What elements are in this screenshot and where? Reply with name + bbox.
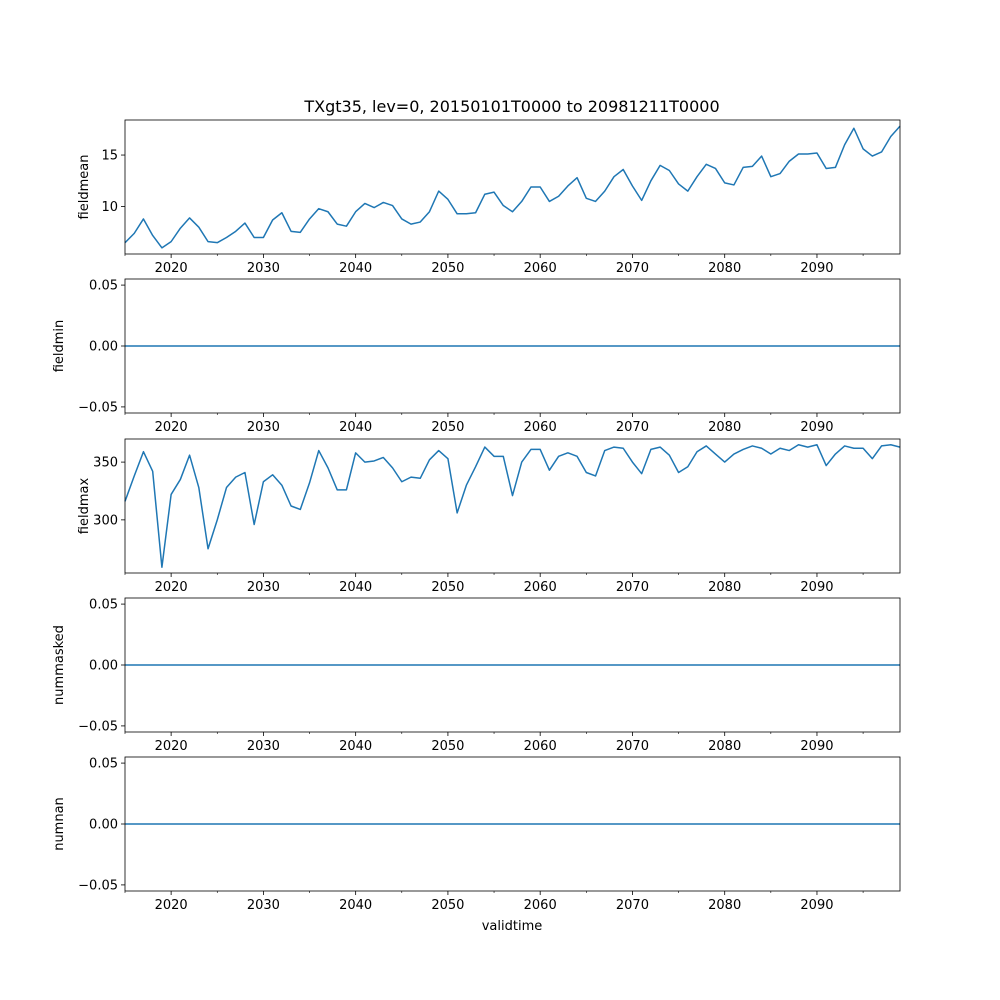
y-tick-label: 10 xyxy=(101,200,118,215)
x-tick-label: 2080 xyxy=(708,739,741,754)
x-tick-label: 2020 xyxy=(155,420,188,435)
y-axis-label-fieldmean: fieldmean xyxy=(77,155,92,220)
axes-frame xyxy=(124,119,901,255)
x-tick-label: 2030 xyxy=(247,580,280,595)
x-tick-label: 2050 xyxy=(431,898,464,913)
x-tick-label: 2080 xyxy=(708,261,741,276)
panel-nummasked: 2020 2030 2040 2050 2060 2070 2080 2090 −0.05 0.0… xyxy=(52,598,901,754)
x-tick-label: 2090 xyxy=(800,739,833,754)
x-tick-label: 2060 xyxy=(524,261,557,276)
panel-fieldmin: 2020 2030 2040 2050 2060 2070 2080 2090 −0.05 0.0… xyxy=(52,279,901,435)
x-tick-label: 2060 xyxy=(524,739,557,754)
y-tick-label: 0.05 xyxy=(89,598,118,613)
y-tick-label: −0.05 xyxy=(78,878,118,893)
x-tick-label: 2060 xyxy=(524,420,557,435)
x-tick-label: 2070 xyxy=(616,580,649,595)
x-tick-label: 2090 xyxy=(800,420,833,435)
x-tick-label: 2040 xyxy=(339,261,372,276)
y-axis-label-nummasked: nummasked xyxy=(52,625,67,705)
x-tick-label: 2050 xyxy=(431,580,464,595)
y-axis-label-fieldmax: fieldmax xyxy=(77,478,92,535)
series-line-fieldmean xyxy=(124,125,901,249)
x-tick-label: 2070 xyxy=(616,420,649,435)
series-line-fieldmax xyxy=(124,444,901,568)
y-tick-label: −0.05 xyxy=(78,719,118,734)
x-tick-label: 2020 xyxy=(155,898,188,913)
x-tick-label: 2070 xyxy=(616,261,649,276)
y-tick-label: 350 xyxy=(93,456,118,471)
axes-frame xyxy=(124,438,901,574)
x-tick-label: 2020 xyxy=(155,739,188,754)
y-tick-label: 0.05 xyxy=(89,279,118,294)
x-tick-label: 2030 xyxy=(247,739,280,754)
x-tick-label: 2040 xyxy=(339,580,372,595)
x-tick-label: 2090 xyxy=(800,580,833,595)
x-tick-label: 2060 xyxy=(524,898,557,913)
x-tick-label: 2030 xyxy=(247,420,280,435)
y-tick-label: 0.00 xyxy=(89,340,118,355)
x-tick-label: 2050 xyxy=(431,420,464,435)
panel-fieldmax: 2020 2030 2040 2050 2060 2070 2080 2090 300 350fi… xyxy=(77,438,901,595)
y-axis-label-numnan: numnan xyxy=(52,797,67,851)
x-tick-label: 2090 xyxy=(800,261,833,276)
y-tick-label: −0.05 xyxy=(78,400,118,415)
x-tick-label: 2060 xyxy=(524,580,557,595)
y-tick-label: 15 xyxy=(101,149,118,164)
x-tick-label: 2070 xyxy=(616,898,649,913)
x-tick-label: 2080 xyxy=(708,420,741,435)
y-axis-label-fieldmin: fieldmin xyxy=(52,320,67,373)
x-axis-label: validtime xyxy=(482,919,543,934)
x-tick-label: 2040 xyxy=(339,420,372,435)
x-tick-label: 2040 xyxy=(339,898,372,913)
x-tick-label: 2080 xyxy=(708,898,741,913)
y-tick-label: 300 xyxy=(93,513,118,528)
x-tick-label: 2030 xyxy=(247,898,280,913)
panel-numnan: 2020 2030 2040 2050 2060 2070 2080 2090 −0.05 0.0… xyxy=(52,757,901,913)
x-tick-label: 2020 xyxy=(155,580,188,595)
y-tick-label: 0.00 xyxy=(89,659,118,674)
x-tick-label: 2080 xyxy=(708,580,741,595)
x-tick-label: 2030 xyxy=(247,261,280,276)
x-tick-label: 2070 xyxy=(616,739,649,754)
x-tick-label: 2040 xyxy=(339,739,372,754)
x-tick-label: 2090 xyxy=(800,898,833,913)
x-tick-label: 2020 xyxy=(155,261,188,276)
x-tick-label: 2050 xyxy=(431,739,464,754)
y-tick-label: 0.05 xyxy=(89,757,118,772)
y-tick-label: 0.00 xyxy=(89,818,118,833)
x-tick-label: 2050 xyxy=(431,261,464,276)
chart-title: TXgt35, lev=0, 20150101T0000 to 20981211… xyxy=(303,97,719,116)
panel-fieldmean: 2020 2030 2040 2050 2060 2070 2080 2090 10 15 fiel… xyxy=(77,119,901,276)
